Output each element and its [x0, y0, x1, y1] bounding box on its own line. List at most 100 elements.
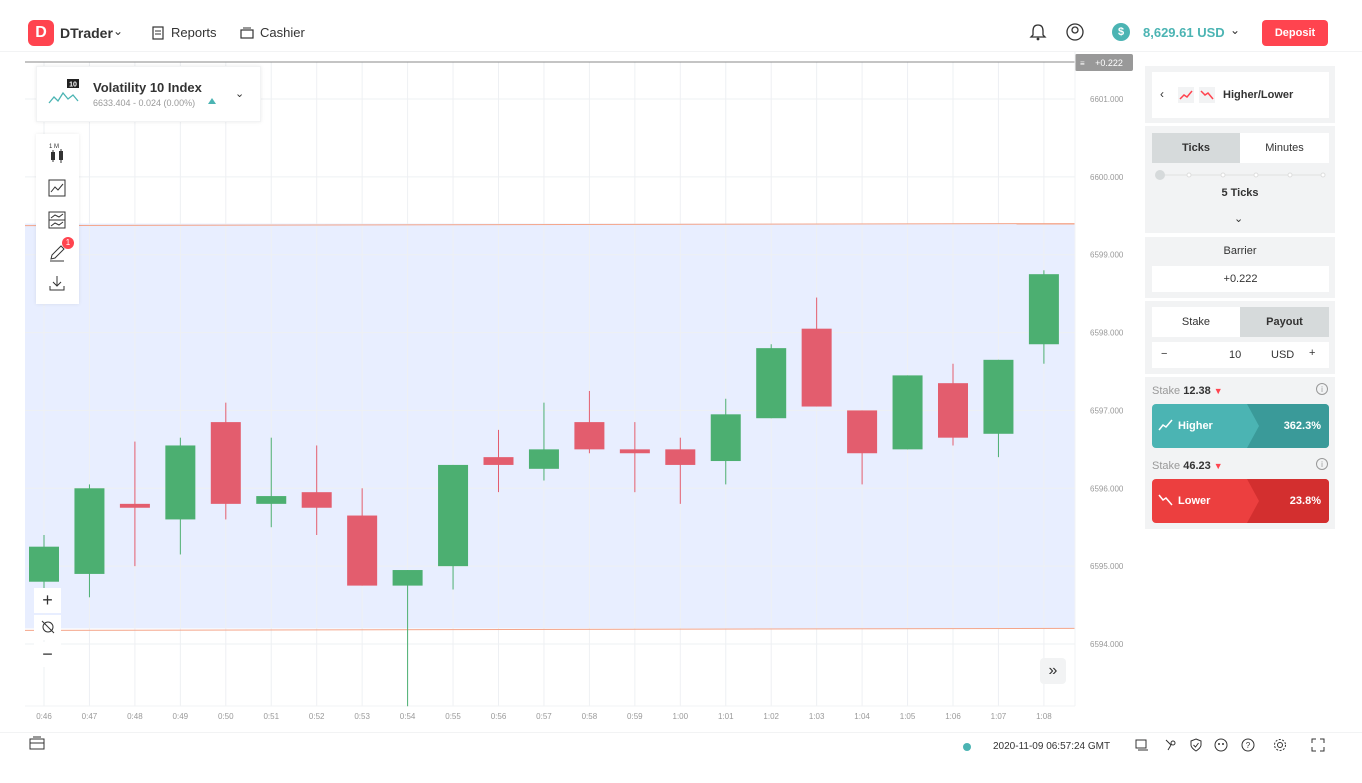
dtrader-logo[interactable]: D	[28, 20, 54, 46]
candle-body	[438, 464, 469, 567]
drawing-count-badge: 1	[62, 237, 74, 249]
y-tick-label: 6601.000	[1090, 95, 1124, 104]
candle-body	[801, 328, 832, 407]
zoom-in-button[interactable]: +	[34, 588, 61, 613]
ticks-slider[interactable]	[1152, 168, 1329, 182]
fullscreen-icon[interactable]	[1311, 738, 1325, 752]
duration-expand-icon[interactable]: ⌄	[1234, 213, 1244, 225]
account-balance[interactable]: 8,629.61 USD	[1143, 25, 1225, 40]
bell-icon[interactable]	[1028, 22, 1048, 42]
tab-ticks[interactable]: Ticks	[1152, 133, 1240, 163]
app-name[interactable]: DTrader	[60, 25, 113, 41]
candle-body	[347, 515, 378, 586]
candle-body	[301, 492, 332, 508]
barrier-input[interactable]: +0.222	[1152, 266, 1329, 292]
tab-minutes[interactable]: Minutes	[1240, 133, 1329, 163]
back-chevron-icon[interactable]: ‹	[1160, 87, 1164, 101]
higher-stake-info: Stake 12.38 ▼	[1152, 385, 1223, 397]
lower-trade-icon	[1199, 87, 1215, 103]
candle-body	[483, 457, 514, 465]
indicators-button[interactable]	[44, 207, 70, 233]
reports-icon	[152, 25, 164, 40]
x-tick-label: 1:07	[991, 712, 1007, 721]
drawing-tools-button[interactable]: 1	[44, 237, 74, 266]
usd-currency-icon[interactable]: $	[1112, 23, 1130, 41]
chart-toolbar: 1 M 1	[36, 134, 79, 304]
x-tick-label: 0:54	[400, 712, 416, 721]
chat-icon[interactable]	[1135, 738, 1149, 752]
top-header: D DTrader ⌄ Reports Cashier $ 8,629.61 U…	[0, 0, 1362, 52]
scroll-to-recent-button[interactable]: »	[1040, 658, 1066, 684]
footer: 2020-11-09 06:57:24 GMT ?	[0, 732, 1362, 783]
info-icon[interactable]: i	[1316, 383, 1328, 395]
y-tick-label: 6599.000	[1090, 251, 1124, 260]
candle-body	[256, 496, 287, 504]
candle-body	[74, 488, 105, 574]
trade-type-label: Higher/Lower	[1223, 89, 1294, 101]
candle-body	[665, 449, 696, 465]
amount-field: − 10 USD +	[1152, 342, 1329, 368]
download-button[interactable]	[44, 270, 70, 296]
nav-cashier[interactable]: Cashier	[240, 25, 305, 40]
higher-stake-value: 12.38	[1183, 385, 1211, 397]
connection-status-dot	[963, 743, 971, 751]
positions-icon[interactable]	[29, 736, 45, 750]
lower-purchase-button[interactable]: Lower 23.8%	[1152, 479, 1329, 523]
symbol-name: Volatility 10 Index	[93, 80, 202, 95]
candle-body	[1028, 274, 1059, 345]
decrease-amount-button[interactable]: −	[1161, 348, 1168, 360]
chevron-down-icon[interactable]: ⌄	[113, 24, 124, 38]
y-tick-label: 6597.000	[1090, 406, 1124, 415]
crosshair-toggle-button[interactable]	[34, 615, 61, 640]
price-chart[interactable]: +0.222 ≡ 6601.000 6600.000 6599.000 6598.000 6…	[0, 52, 1140, 732]
account-icon[interactable]	[1065, 22, 1085, 42]
balance-chevron-icon[interactable]: ⌄	[1230, 23, 1241, 37]
candle-body	[619, 449, 650, 454]
barrier-tag: +0.222	[1095, 58, 1123, 68]
y-tick-label: 6596.000	[1090, 484, 1124, 493]
trade-type-selector[interactable]: ‹ Higher/Lower	[1152, 72, 1329, 118]
currency-label: USD	[1271, 349, 1295, 361]
symbol-chevron-icon[interactable]: ⌄	[235, 88, 245, 100]
interval-label: 1 M	[49, 144, 59, 150]
chart-type-button[interactable]	[44, 175, 70, 201]
lower-arrow-icon	[1158, 494, 1173, 506]
candle-body	[392, 570, 423, 586]
svg-text:?: ?	[1246, 741, 1251, 750]
symbol-price: 6633.404 - 0.024 (0.00%)	[93, 98, 196, 108]
tab-stake[interactable]: Stake	[1152, 307, 1240, 337]
higher-purchase-button[interactable]: Higher 362.3%	[1152, 404, 1329, 448]
nav-reports[interactable]: Reports	[151, 25, 217, 40]
lower-pct-background	[1247, 479, 1329, 523]
higher-arrow-icon	[1158, 419, 1173, 431]
zoom-out-button[interactable]: −	[34, 642, 61, 667]
x-tick-label: 1:05	[900, 712, 916, 721]
higher-label: Higher	[1178, 420, 1213, 432]
increase-amount-button[interactable]: +	[1309, 347, 1316, 359]
nav-reports-label: Reports	[171, 25, 217, 40]
gear-icon[interactable]	[1273, 738, 1287, 752]
tab-payout[interactable]: Payout	[1240, 307, 1329, 337]
stake-down-icon: ▼	[1213, 386, 1223, 396]
symbol-selector[interactable]: 10 Volatility 10 Index 6633.404 - 0.024 …	[36, 66, 261, 122]
lower-stake-info: Stake 46.23 ▼	[1152, 460, 1223, 472]
responsible-trading-icon[interactable]	[1163, 738, 1177, 752]
interval-button[interactable]: 1 M	[44, 140, 70, 166]
x-tick-label: 0:53	[354, 712, 370, 721]
candle-body	[938, 383, 968, 438]
y-tick-label: 6598.000	[1090, 329, 1124, 338]
info-icon[interactable]: i	[1316, 458, 1328, 470]
crosshair-off-icon	[41, 620, 54, 634]
x-tick-label: 0:48	[127, 712, 143, 721]
lower-stake-value: 46.23	[1183, 460, 1211, 472]
livechat-icon[interactable]	[1214, 738, 1228, 752]
cashier-icon	[240, 27, 254, 39]
shield-icon[interactable]	[1189, 738, 1203, 752]
lower-payout-pct: 23.8%	[1289, 495, 1321, 507]
amount-input[interactable]: 10	[1229, 349, 1242, 361]
deposit-button[interactable]: Deposit	[1262, 20, 1328, 46]
x-tick-label: 1:02	[763, 712, 779, 721]
help-icon[interactable]: ?	[1241, 738, 1255, 752]
x-tick-label: 0:52	[309, 712, 325, 721]
candle-body	[983, 359, 1014, 434]
